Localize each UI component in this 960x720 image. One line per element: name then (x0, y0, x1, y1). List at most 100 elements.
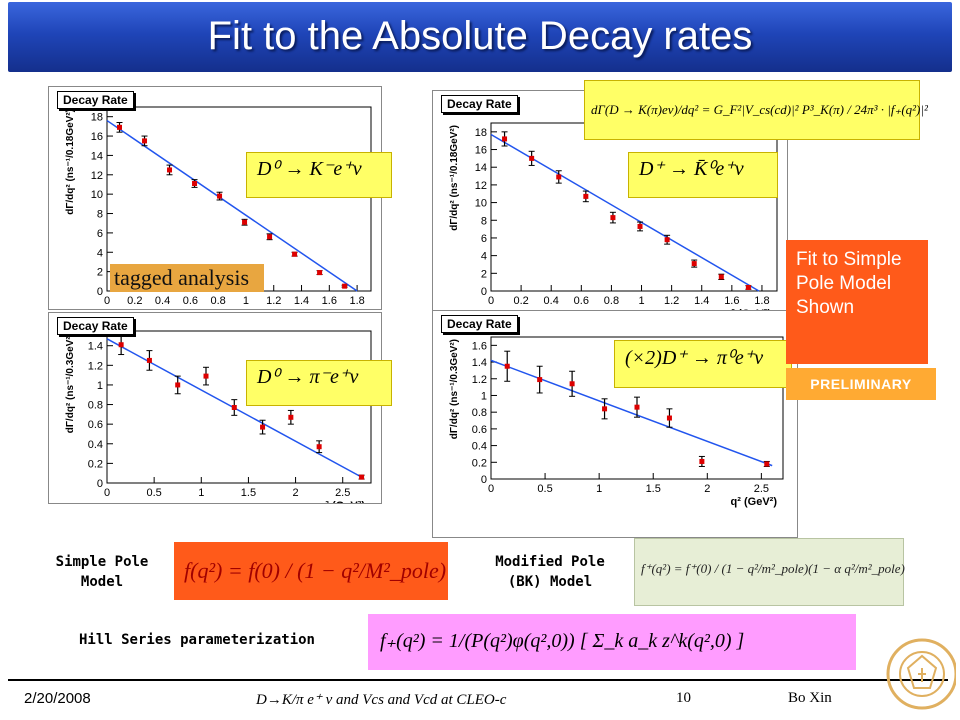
simple-pole-label-line2: Model (80, 574, 124, 590)
data-point (569, 381, 575, 387)
x-tick-label: 2 (293, 487, 299, 499)
data-point (699, 458, 705, 464)
x-tick-label: 0.2 (127, 295, 142, 307)
y-axis-label: dΓ/dq² (ns⁻¹/0.18GeV²) (449, 125, 460, 231)
x-tick-label: 2.5 (335, 487, 350, 499)
plot-frame (106, 106, 372, 292)
data-point (529, 155, 535, 161)
x-tick-label: 0 (488, 483, 494, 495)
y-tick-label: 16 (475, 145, 487, 157)
y-tick-label: 14 (475, 162, 487, 174)
data-point (342, 283, 348, 289)
data-point (292, 251, 298, 257)
data-point (556, 174, 562, 180)
y-axis-label: dΓ/dq² (ns⁻¹/0.3GeV²) (449, 339, 460, 439)
data-point (146, 357, 152, 363)
y-tick-label: 1.2 (88, 360, 103, 372)
data-point (718, 274, 724, 280)
d0-k-formula: D⁰ → K⁻e⁺ν (246, 152, 392, 198)
bk-formula-text: f⁺(q²) = f⁺(0) / (1 − q²/m²_pole)(1 − α … (641, 561, 905, 576)
decay-rate-label: Decay Rate (57, 91, 134, 109)
x-tick-label: 0 (488, 295, 494, 307)
y-tick-label: 1 (97, 380, 103, 392)
y-tick-label: 1.2 (472, 374, 487, 386)
x-tick-label: 1 (596, 483, 602, 495)
chart-d0-pi-svg: 0 0.2 0.4 0.6 0.8 1 1.2 1.4 0 0.5 1 1.5 2 2.5q² (GeV²… (65, 330, 372, 503)
data-point (537, 377, 543, 383)
decay-rate-label: Decay Rate (57, 317, 134, 335)
x-tick-label: 1.4 (694, 295, 709, 307)
y-tick-label: 1.6 (472, 340, 487, 352)
x-axis-label: q² (GeV²) (731, 496, 778, 508)
x-tick-label: 1 (243, 295, 249, 307)
data-point (502, 136, 508, 142)
bk-label-line1: Modified Pole (495, 554, 605, 570)
data-point (142, 138, 148, 144)
dplus-k0-formula: D⁺ → K̄⁰e⁺ν (628, 152, 778, 198)
data-point (167, 167, 173, 173)
data-point (117, 124, 123, 130)
y-tick-label: 10 (91, 189, 103, 201)
simple-pole-label-line1: Simple Pole (55, 554, 149, 570)
y-tick-label: 0 (481, 474, 487, 486)
data-point (610, 215, 616, 221)
footer-date: 2/20/2008 (24, 690, 91, 707)
data-point (691, 261, 697, 267)
hill-formula-text: f₊(q²) = 1/(P(q²)φ(q²,0)) [ Σ_k a_k z^k(… (380, 630, 745, 652)
x-tick-label: 1.2 (664, 295, 679, 307)
data-point (504, 363, 510, 369)
x-tick-label: 1.4 (294, 295, 309, 307)
x-tick-label: 0.4 (155, 295, 170, 307)
hill-series-formula: f₊(q²) = 1/(P(q²)φ(q²,0)) [ Σ_k a_k z^k(… (368, 614, 856, 670)
y-tick-label: 18 (475, 127, 487, 139)
rate-formula: dΓ(D → K(π)eν)/dq² = G_F²|V_cs(cd)|² P³_… (584, 80, 928, 140)
x-tick-label: 0.6 (574, 295, 589, 307)
y-tick-label: 0 (97, 286, 103, 298)
x-tick-label: 1.6 (322, 295, 337, 307)
fit-line (490, 133, 760, 292)
footer-page-number: 10 (676, 690, 691, 706)
y-tick-label: 0.6 (472, 424, 487, 436)
plot-d0-k: 0 2 4 6 8 10 12 14 16 18 0 0.2 0.4 0.6 0.8 1 1.2 1.4 1.6 1.… (48, 86, 382, 310)
x-tick-label: 0.8 (211, 295, 226, 307)
data-point (666, 415, 672, 421)
y-tick-label: 8 (481, 215, 487, 227)
x-tick-label: 1.5 (241, 487, 256, 499)
simple-pole-formula: f(q²) = f(0) / (1 − q²/M²_pole) (174, 542, 448, 600)
data-point (242, 219, 248, 225)
y-tick-label: 0 (97, 478, 103, 490)
y-tick-label: 8 (97, 209, 103, 221)
y-tick-label: 0.4 (472, 441, 487, 453)
data-point (288, 414, 294, 420)
data-point (359, 474, 365, 480)
footer-author: Bo Xin (788, 690, 832, 706)
y-tick-label: 0.2 (88, 458, 103, 470)
slide-title: Fit to the Absolute Decay rates (207, 14, 753, 58)
y-tick-label: 6 (481, 233, 487, 245)
x-tick-label: 0 (104, 487, 110, 499)
y-tick-label: 2 (97, 267, 103, 279)
plot-d0-pi: 0 0.2 0.4 0.6 0.8 1 1.2 1.4 0 0.5 1 1.5 2 2.5q² (GeV²… (48, 312, 382, 504)
data-point (764, 461, 770, 467)
chart-d0-k-svg: 0 2 4 6 8 10 12 14 16 18 0 0.2 0.4 0.6 0.8 1 1.2 1.4 1.6 1.… (65, 106, 372, 309)
y-tick-label: 12 (91, 170, 103, 182)
data-point (118, 342, 124, 348)
y-tick-label: 0 (481, 286, 487, 298)
data-point (637, 223, 643, 229)
y-tick-label: 0.4 (88, 439, 103, 451)
x-tick-label: 1.2 (266, 295, 281, 307)
hill-series-label: Hill Series parameterization (78, 632, 315, 648)
y-tick-label: 1.4 (88, 341, 103, 353)
data-point (316, 444, 322, 450)
y-tick-label: 12 (475, 180, 487, 192)
preliminary-badge: PRELIMINARY (786, 368, 936, 400)
chart-dplus-k0-svg: 0 2 4 6 8 10 12 14 16 18 0 0.2 0.4 0.6 0.8 1 1.2 1.4 1.6 1.… (449, 122, 778, 313)
tagged-analysis-label: tagged analysis (110, 264, 264, 292)
y-tick-label: 4 (481, 251, 487, 263)
bk-model-label: Modified Pole (BK) Model (476, 552, 624, 592)
x-tick-label: 1 (638, 295, 644, 307)
x-tick-label: 0.5 (146, 487, 161, 499)
x-tick-label: 1.6 (724, 295, 739, 307)
y-tick-label: 1 (481, 390, 487, 402)
data-point (745, 284, 751, 290)
